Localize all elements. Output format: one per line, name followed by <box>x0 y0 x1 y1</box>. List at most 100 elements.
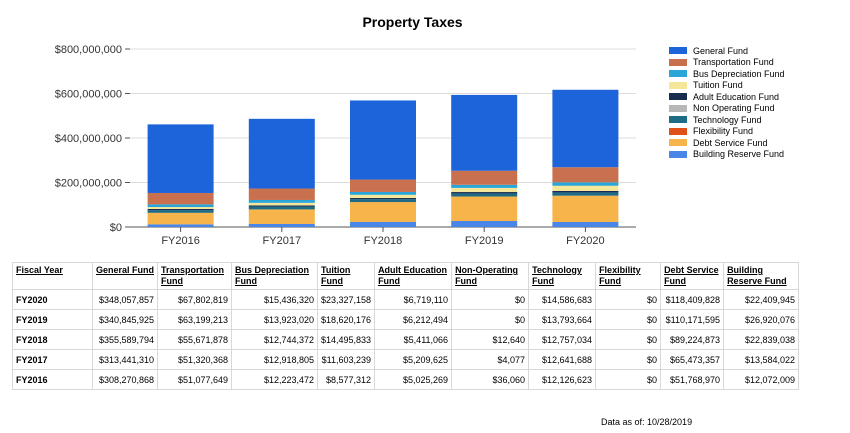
amount-cell: $15,436,320 <box>231 289 318 310</box>
legend-label: Technology Fund <box>693 114 762 125</box>
legend-item: Building Reserve Fund <box>669 149 785 161</box>
bar-segment <box>248 209 315 224</box>
amount-cell: $51,768,970 <box>660 369 725 390</box>
amount-cell: $5,209,625 <box>374 349 453 370</box>
amount-cell: $0 <box>595 289 662 310</box>
amount-cell: $22,409,945 <box>723 289 800 310</box>
chart-legend: General Fund Transportation Fund Bus Depre… <box>669 45 785 160</box>
bar-segment <box>552 167 619 183</box>
bar-segment <box>451 193 518 197</box>
fiscal-year-cell: FY2019 <box>12 309 93 330</box>
amount-cell: $18,620,176 <box>316 309 376 330</box>
amount-cell: $67,802,819 <box>157 289 232 310</box>
amount-cell: $13,793,664 <box>528 309 597 330</box>
amount-cell: $13,584,022 <box>723 349 800 370</box>
property-tax-table: Fiscal Year General Fund Transportation Fu… <box>12 262 800 390</box>
bar-segment <box>451 94 518 171</box>
property-tax-table-container: Fiscal Year General Fund Transportation Fu… <box>12 262 800 390</box>
amount-cell: $355,589,794 <box>92 329 158 350</box>
amount-cell: $51,320,368 <box>157 349 232 370</box>
column-header: Debt Service Fund <box>660 262 725 290</box>
amount-cell: $12,126,623 <box>528 369 597 390</box>
legend-label: Flexibility Fund <box>693 126 754 137</box>
legend-swatch <box>669 70 687 78</box>
x-tick-label: FY2017 <box>263 235 302 247</box>
bar-segment <box>451 221 518 227</box>
column-header: Technology Fund <box>528 262 597 290</box>
column-header: Fiscal Year <box>12 262 93 290</box>
bar-segment <box>451 184 518 188</box>
amount-cell: $12,223,472 <box>231 369 318 390</box>
amount-cell: $13,923,020 <box>231 309 318 330</box>
column-header: Bus Depreciation Fund <box>231 262 318 290</box>
table-header-row: Fiscal Year General Fund Transportation Fu… <box>12 262 800 290</box>
legend-swatch <box>669 127 687 135</box>
amount-cell: $12,757,034 <box>528 329 597 350</box>
column-header: Tuition Fund <box>316 262 376 290</box>
amount-cell: $55,671,878 <box>157 329 232 350</box>
legend-swatch <box>669 58 687 66</box>
amount-cell: $89,224,873 <box>660 329 725 350</box>
fiscal-year-cell: FY2020 <box>12 289 93 310</box>
bar-segment <box>248 223 315 227</box>
amount-cell: $11,603,239 <box>316 349 376 370</box>
amount-cell: $0 <box>595 329 662 350</box>
legend-swatch <box>669 93 687 101</box>
legend-swatch <box>669 47 687 55</box>
y-tick-label: $400,000,000 <box>55 133 122 145</box>
bar-segment <box>350 221 416 227</box>
legend-label: Building Reserve Fund <box>693 149 785 160</box>
legend-label: Adult Education Fund <box>693 91 780 102</box>
legend-item: Tuition Fund <box>669 80 785 92</box>
amount-cell: $340,845,925 <box>92 309 158 330</box>
x-tick-label: FY2018 <box>364 235 403 247</box>
amount-cell: $308,270,868 <box>92 369 158 390</box>
legend-label: Tuition Fund <box>693 80 743 91</box>
amount-cell: $6,719,110 <box>374 289 453 310</box>
bar-segment <box>552 182 619 186</box>
column-header: Transportation Fund <box>157 262 232 290</box>
amount-cell: $5,025,269 <box>374 369 453 390</box>
amount-cell: $5,411,066 <box>374 329 453 350</box>
bar-segment <box>350 194 416 199</box>
bar-segment <box>552 222 619 227</box>
bar-segment <box>552 195 619 223</box>
amount-cell: $14,586,683 <box>528 289 597 310</box>
amount-cell: $63,199,213 <box>157 309 232 330</box>
amount-cell: $6,212,494 <box>374 309 453 330</box>
legend-item: Debt Service Fund <box>669 137 785 149</box>
stacked-bar-chart: $0 $200,000,000 $400,000,000 $600,000,000 $8… <box>55 44 636 247</box>
legend-item: Flexibility Fund <box>669 126 785 138</box>
bar-segment <box>248 188 315 200</box>
bar-segment <box>350 100 416 180</box>
legend-item: General Fund <box>669 45 785 57</box>
fiscal-year-cell: FY2017 <box>12 349 93 370</box>
legend-swatch <box>669 104 687 112</box>
amount-cell: $23,327,158 <box>316 289 376 310</box>
amount-cell: $12,744,372 <box>231 329 318 350</box>
x-tick-label: FY2020 <box>566 235 605 247</box>
bar-segment <box>248 202 315 206</box>
bar-segment <box>147 224 214 227</box>
amount-cell: $12,072,009 <box>723 369 800 390</box>
legend-label: General Fund <box>693 45 749 56</box>
y-tick-label: $800,000,000 <box>55 44 122 56</box>
bar-segment <box>248 199 315 203</box>
legend-item: Adult Education Fund <box>669 91 785 103</box>
amount-cell: $0 <box>451 289 530 310</box>
amount-cell: $26,920,076 <box>723 309 800 330</box>
column-header: Adult Education Fund <box>374 262 453 290</box>
legend-label: Bus Depreciation Fund <box>693 68 785 79</box>
column-header: General Fund <box>92 262 158 290</box>
legend-swatch <box>669 150 687 158</box>
table-row: FY2020 $348,057,857 $67,802,819 $15,436,320… <box>12 289 800 310</box>
bar-segment <box>147 212 214 225</box>
bar-segment <box>552 190 619 193</box>
amount-cell: $14,495,833 <box>316 329 376 350</box>
amount-cell: $8,577,312 <box>316 369 376 390</box>
amount-cell: $4,077 <box>451 349 530 370</box>
amount-cell: $65,473,357 <box>660 349 725 370</box>
bar-segment <box>552 192 619 196</box>
bar-segment <box>248 118 315 189</box>
amount-cell: $12,641,688 <box>528 349 597 370</box>
